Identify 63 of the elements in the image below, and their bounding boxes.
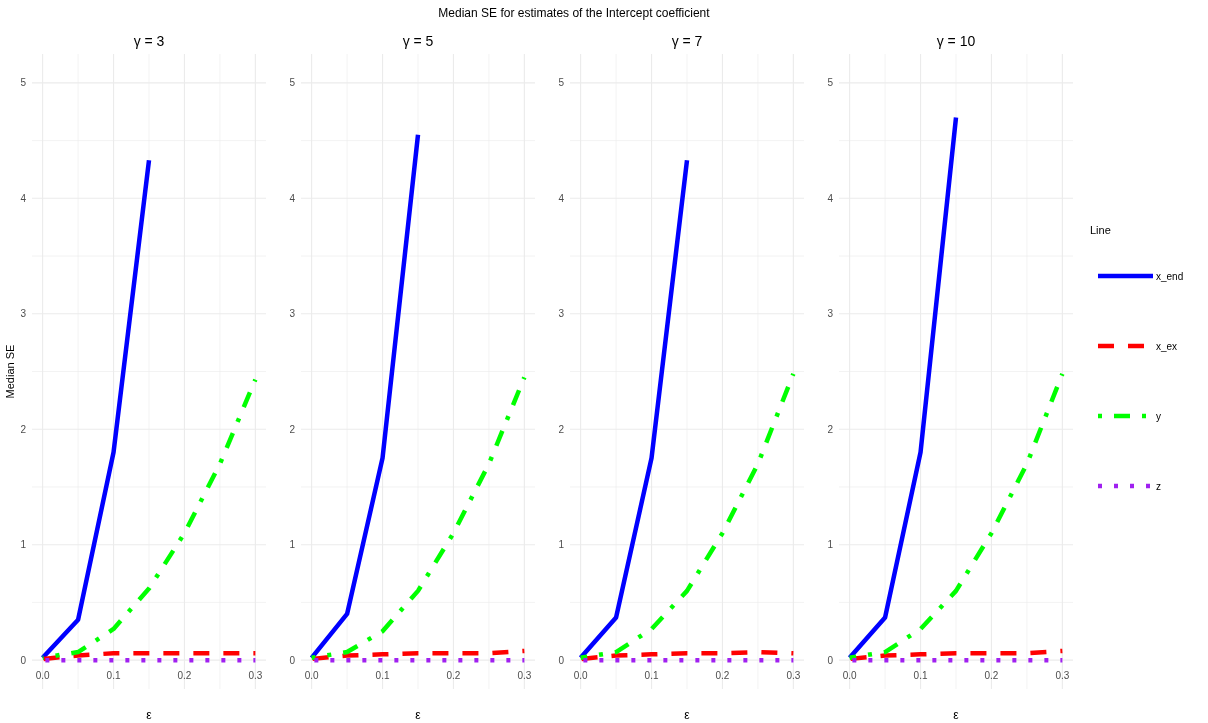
y-tick-label: 1	[20, 539, 27, 551]
y-tick-label: 4	[289, 192, 296, 204]
y-tick-label: 2	[289, 423, 296, 435]
x-tick-label: 0.1	[913, 670, 928, 681]
line-series	[578, 157, 690, 661]
chart-title: γ = 5	[402, 33, 434, 49]
x-tick-label: 0.1	[375, 670, 390, 681]
y-tick-label: 5	[289, 77, 296, 89]
text: Median SE for estimates of the Intercept coefficient	[438, 6, 711, 20]
y-tick-label: 1	[827, 539, 834, 551]
x-tick-label: 0.0	[304, 670, 320, 681]
x-tick-label: 0.3	[517, 670, 532, 681]
y-tick-label: 4	[20, 192, 27, 204]
line-series	[40, 377, 258, 661]
y-tick-label: 0	[827, 654, 834, 666]
x-tick-label: 0.3	[786, 670, 801, 681]
y-tick-label: 1	[558, 539, 565, 551]
x-tick-label: 0.0	[573, 670, 589, 681]
x-tick-label: 0.2	[715, 670, 730, 681]
x-tick-label: 0.2	[984, 670, 999, 681]
line-series	[847, 115, 959, 661]
chart-title: γ = 7	[671, 33, 703, 49]
y-tick-label: 5	[20, 77, 27, 89]
x-axis-title: ε	[684, 708, 691, 722]
y-axis-title: Median SE	[4, 344, 16, 399]
y-tick-label: 5	[827, 77, 834, 89]
legend-label: z	[1156, 480, 1161, 492]
legend-label: y	[1156, 410, 1161, 422]
legend-label: x_ex	[1156, 340, 1178, 352]
y-tick-label: 1	[289, 539, 296, 551]
x-tick-label: 0.0	[842, 670, 858, 681]
legend-label: x_end	[1156, 270, 1184, 282]
chart-title: γ = 10	[936, 33, 976, 49]
x-tick-label: 0.1	[106, 670, 121, 681]
x-axis-title: ε	[953, 708, 960, 722]
x-tick-label: 0.1	[644, 670, 659, 681]
x-tick-label: 0.0	[35, 670, 51, 681]
x-tick-label: 0.2	[446, 670, 461, 681]
y-tick-label: 4	[558, 192, 565, 204]
x-axis-title: ε	[146, 708, 153, 722]
y-tick-label: 0	[20, 654, 27, 666]
x-axis-title: ε	[415, 708, 422, 722]
y-tick-label: 3	[20, 308, 27, 320]
x-tick-label: 0.2	[177, 670, 192, 681]
y-tick-label: 0	[289, 654, 296, 666]
y-tick-label: 2	[827, 423, 834, 435]
y-tick-label: 3	[827, 308, 834, 320]
x-tick-label: 0.3	[248, 670, 263, 681]
y-tick-label: 5	[558, 77, 565, 89]
y-tick-label: 3	[558, 308, 565, 320]
line-series	[578, 371, 796, 661]
y-tick-label: 0	[558, 654, 565, 666]
x-tick-label: 0.3	[1055, 670, 1070, 681]
y-tick-label: 2	[558, 423, 565, 435]
legend-title: Line	[1090, 224, 1111, 236]
line-series	[40, 157, 152, 661]
line-series	[847, 371, 1065, 661]
y-tick-label: 2	[20, 423, 27, 435]
line-series	[309, 132, 421, 661]
chart-title: γ = 3	[133, 33, 165, 49]
y-tick-label: 3	[289, 308, 296, 320]
line-series	[309, 375, 527, 661]
y-tick-label: 4	[827, 192, 834, 204]
